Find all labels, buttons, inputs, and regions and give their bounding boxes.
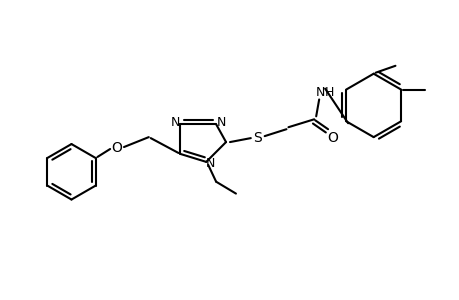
Text: S: S bbox=[253, 131, 262, 145]
Text: H: H bbox=[324, 86, 333, 99]
Text: N: N bbox=[315, 86, 324, 99]
Text: O: O bbox=[327, 131, 338, 145]
Text: N: N bbox=[205, 158, 214, 170]
Text: N: N bbox=[170, 116, 180, 129]
Text: O: O bbox=[112, 141, 122, 155]
Text: N: N bbox=[216, 116, 225, 129]
